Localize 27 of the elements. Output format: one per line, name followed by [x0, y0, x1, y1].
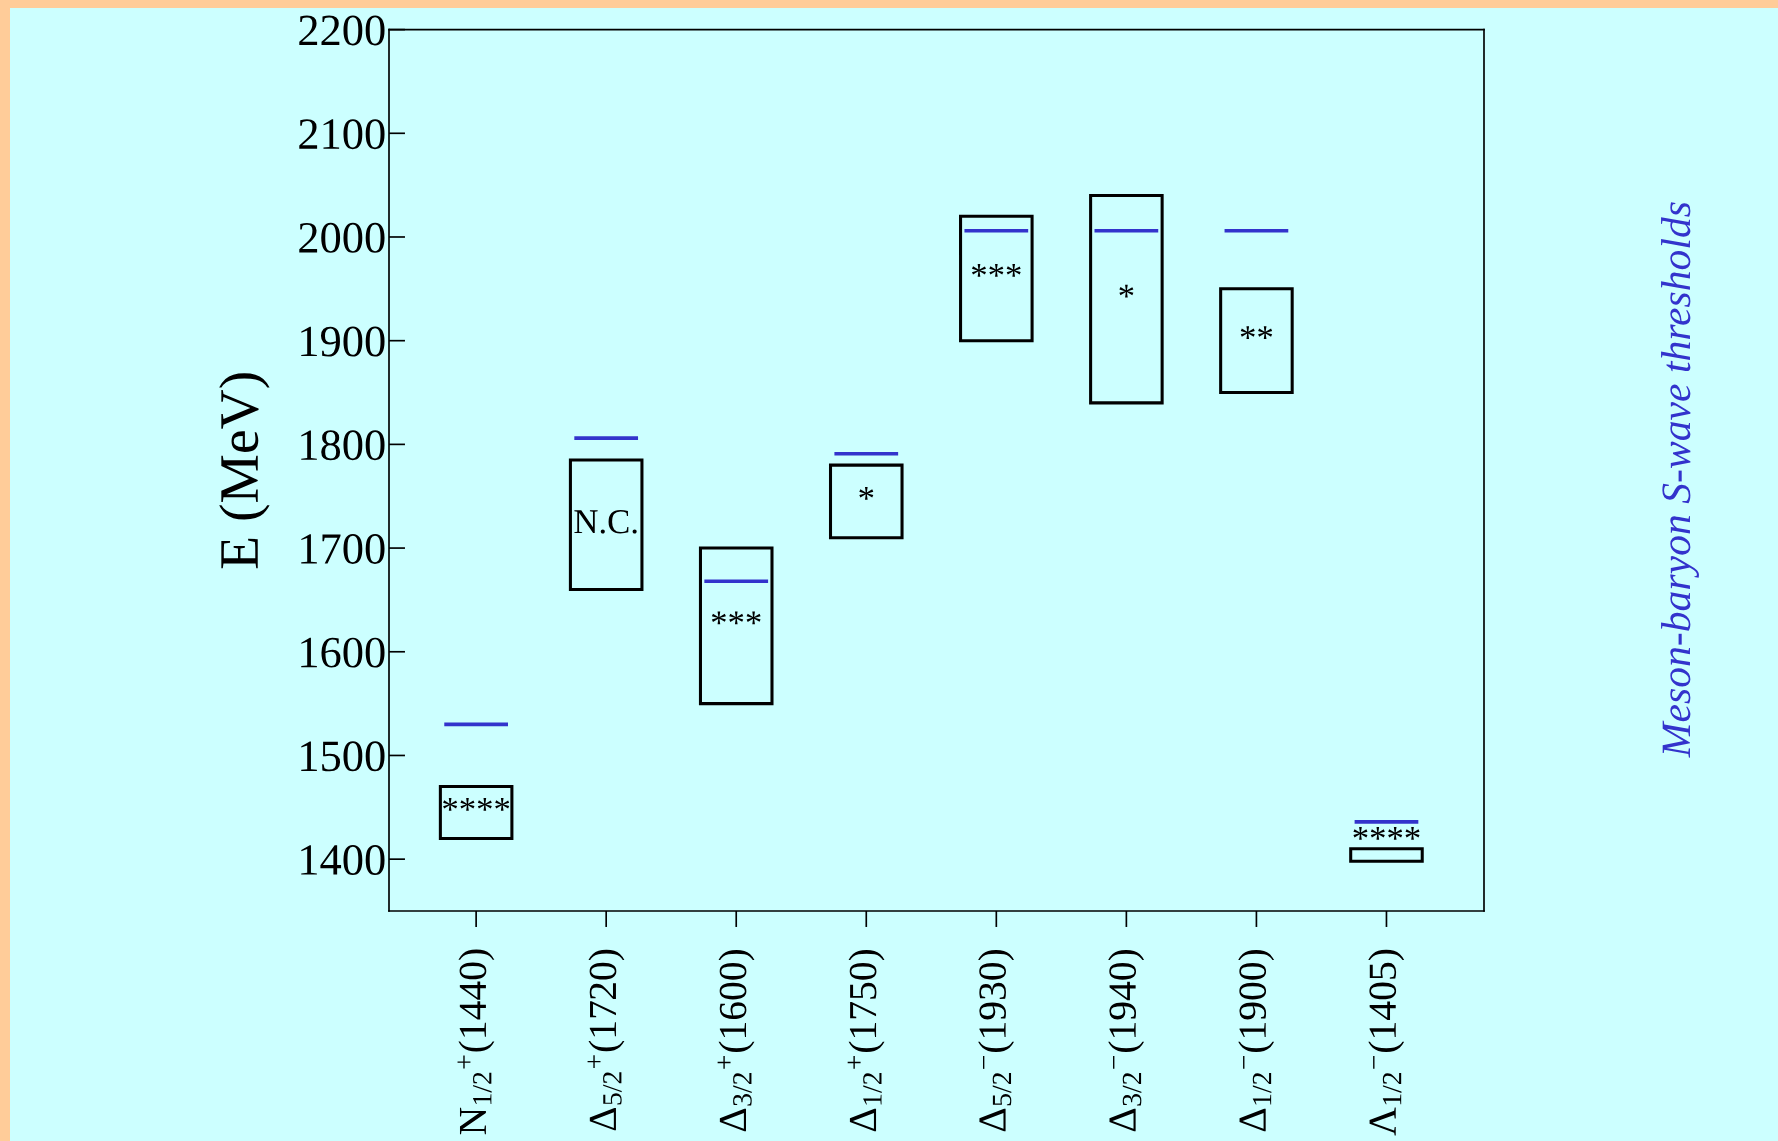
data-label: * — [1119, 284, 1134, 298]
y-axis-title: E (MeV) — [219, 373, 270, 569]
data-label: *** — [971, 264, 1021, 277]
text: Meson-baryon S-wave thresholds — [1661, 202, 1699, 758]
y-tick-label: 1900 — [301, 326, 385, 357]
y-tick-label: 1800 — [301, 430, 385, 461]
y-tick-label: 1400 — [301, 845, 385, 876]
data-label: **** — [443, 798, 510, 811]
y-tick-label: 1500 — [301, 741, 385, 772]
y-tick-label: 1600 — [301, 637, 385, 668]
y-tick-label: 2000 — [299, 222, 385, 253]
x-tick-label: Δ$_{5/2}$$^{−}$(1930) — [978, 949, 1015, 1132]
data-label: *** — [711, 611, 761, 625]
x-tick-label: Δ$_{1/2}$$^{−}$(1900) — [1238, 949, 1275, 1132]
data-label: * — [859, 487, 874, 500]
y-tick-label: 2200 — [299, 15, 385, 46]
x-tick-label: Δ$_{1/2}$$^{+}$(1750) — [847, 949, 885, 1132]
y-tick-label: 2100 — [299, 119, 385, 150]
y-tick-label: 1700 — [301, 533, 385, 564]
data-label: N.C. — [574, 510, 637, 534]
x-tick-label: Δ$_{3/2}$$^{−}$(1940) — [1108, 949, 1145, 1132]
x-tick-label: Δ$_{5/2}$$^{+}$(1720) — [587, 949, 625, 1131]
x-tick-label: N$_{1/2}$$^{+}$(1440) — [457, 949, 495, 1135]
data-label: **** — [1353, 826, 1420, 840]
x-tick-label: Δ$_{3/2}$$^{+}$(1600) — [717, 949, 755, 1132]
x-tick-label: Λ$_{1/2}$$^{−}$(1405) — [1368, 949, 1405, 1136]
data-label: ** — [1240, 326, 1273, 340]
